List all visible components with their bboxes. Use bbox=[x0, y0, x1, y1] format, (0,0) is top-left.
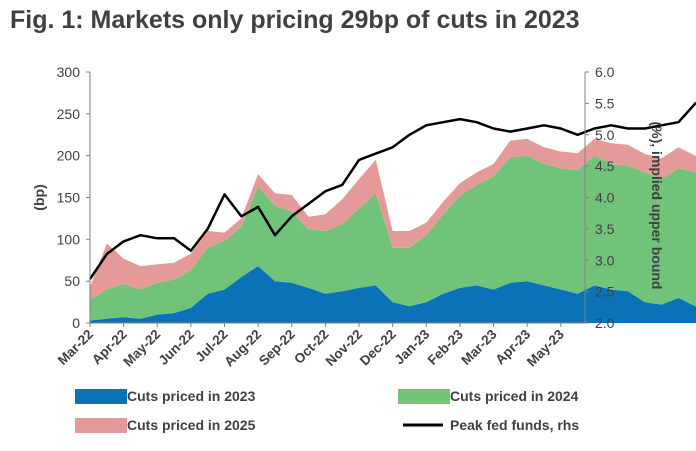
x-tick-label: Jan-23 bbox=[392, 326, 433, 367]
x-tick-label: Aug-22 bbox=[221, 327, 264, 370]
right-tick-label: 3.5 bbox=[595, 221, 615, 237]
left-tick-label: 200 bbox=[57, 148, 81, 164]
legend-item: Cuts priced in 2023 bbox=[75, 388, 256, 404]
left-axis-title: (bp) bbox=[31, 184, 47, 210]
x-tick-label: Feb-23 bbox=[425, 326, 467, 368]
left-tick-label: 250 bbox=[57, 106, 81, 122]
x-tick-label: Mar-22 bbox=[55, 327, 96, 368]
legend-swatch bbox=[398, 389, 450, 404]
right-tick-label: 2.0 bbox=[595, 315, 615, 331]
x-tick-label: May-23 bbox=[524, 326, 567, 369]
legend-swatch bbox=[75, 418, 127, 433]
legend-item: Cuts priced in 2025 bbox=[75, 417, 256, 433]
left-tick-label: 100 bbox=[57, 231, 81, 247]
left-tick-label: 150 bbox=[57, 190, 81, 206]
left-tick-label: 300 bbox=[57, 64, 81, 80]
x-tick-label: Dec-22 bbox=[357, 327, 399, 369]
peak-fed-funds-line bbox=[88, 101, 696, 280]
legend-label: Peak fed funds, rhs bbox=[450, 417, 579, 433]
legend-item: Cuts priced in 2024 bbox=[398, 388, 579, 404]
area-cuts-2025 bbox=[90, 138, 696, 300]
right-tick-label: 2.5 bbox=[595, 284, 615, 300]
left-tick-label: 0 bbox=[72, 315, 80, 331]
right-tick-label: 4.0 bbox=[595, 190, 615, 206]
area-cuts-2023 bbox=[90, 266, 696, 323]
x-tick-label: May-22 bbox=[120, 327, 163, 370]
legend: Cuts priced in 2023 Cuts priced in 2024 Cu… bbox=[75, 388, 579, 433]
chart-title: Fig. 1: Markets only pricing 29bp of cut… bbox=[10, 6, 580, 34]
legend-item: Peak fed funds, rhs bbox=[403, 417, 579, 433]
x-tick-label: Mar-23 bbox=[458, 326, 500, 368]
right-axis-title: (%), implied upper bound bbox=[649, 122, 665, 290]
right-tick-label: 3.0 bbox=[595, 252, 615, 268]
x-tick-label: Jun-22 bbox=[156, 327, 197, 368]
right-tick-label: 6.0 bbox=[595, 64, 615, 80]
stacked-areas bbox=[90, 138, 696, 323]
legend-label: Cuts priced in 2025 bbox=[127, 417, 256, 433]
right-tick-label: 5.0 bbox=[595, 127, 615, 143]
legend-label: Cuts priced in 2024 bbox=[450, 388, 579, 404]
x-tick-label: Nov-22 bbox=[323, 327, 365, 369]
legend-swatch bbox=[75, 389, 127, 404]
left-tick-label: 50 bbox=[64, 273, 80, 289]
peak-line-layer bbox=[88, 101, 696, 280]
right-tick-label: 4.5 bbox=[595, 158, 615, 174]
area-cuts-2024 bbox=[90, 155, 696, 321]
legend-label: Cuts priced in 2023 bbox=[127, 388, 256, 404]
right-tick-label: 5.5 bbox=[595, 95, 615, 111]
x-tick-label: Sep-22 bbox=[256, 327, 298, 369]
